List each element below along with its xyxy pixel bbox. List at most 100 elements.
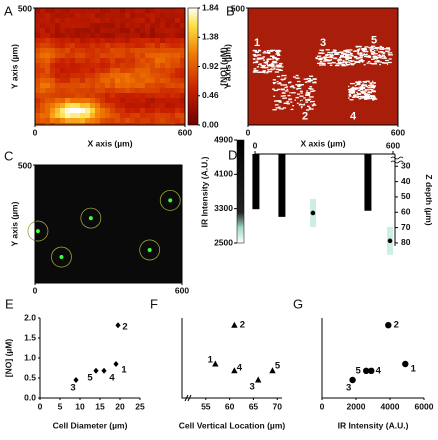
heatmap-cell <box>165 78 170 83</box>
heatmap-cell <box>135 18 140 23</box>
cell-pixel <box>351 91 355 93</box>
heatmap-cell <box>120 8 125 13</box>
heatmap-cell <box>160 98 165 103</box>
cell-pixel <box>305 109 310 111</box>
heatmap-cell <box>160 68 165 73</box>
cell-pixel <box>272 56 277 59</box>
cell-pixel <box>323 56 328 58</box>
plot-frame <box>34 7 186 126</box>
heatmap-cell <box>170 18 175 23</box>
heatmap-cell <box>110 88 115 93</box>
heatmap-cell <box>175 103 180 108</box>
cell-pixel <box>378 53 381 56</box>
cell-pixel <box>306 78 311 80</box>
heatmap-cell <box>180 73 185 78</box>
heatmap-cell <box>90 88 95 93</box>
cell-pixel <box>370 96 373 98</box>
heatmap-cell <box>135 8 140 13</box>
heatmap-cell <box>115 18 120 23</box>
cell-pixel <box>255 60 259 62</box>
heatmap-cell <box>145 93 150 98</box>
heatmap-cell <box>60 108 65 113</box>
heatmap-cell <box>65 38 70 43</box>
cell-pixel <box>348 61 351 64</box>
heatmap-cell <box>110 63 115 68</box>
cell-pixel <box>361 88 363 90</box>
heatmap-cell <box>165 63 170 68</box>
cell-pixel <box>320 52 325 54</box>
heatmap-cell <box>115 23 120 28</box>
cell-pixel <box>361 49 366 52</box>
heatmap-cell <box>55 78 60 83</box>
heatmap-cell <box>150 118 155 123</box>
heatmap-cell <box>145 18 150 23</box>
heatmap-cell <box>115 53 120 58</box>
heatmap-cell <box>80 23 85 28</box>
colorbar-label: [NO] (µM) <box>218 47 228 86</box>
heatmap-cell <box>145 13 150 18</box>
heatmap-cell <box>170 13 175 18</box>
heatmap-cell <box>155 43 160 48</box>
cell-pixel <box>318 64 323 66</box>
cell-pixel <box>299 90 303 93</box>
heatmap-cell <box>100 118 105 123</box>
point-label: 3 <box>70 383 75 394</box>
heatmap-cell <box>55 43 60 48</box>
cell-spot <box>168 198 173 203</box>
heatmap-cell <box>60 73 65 78</box>
heatmap-cell <box>155 83 160 88</box>
heatmap-cell <box>105 48 110 53</box>
cell-pixel <box>278 49 280 52</box>
heatmap-cell <box>130 23 135 28</box>
cell-pixel <box>259 58 263 60</box>
cell-label: 4 <box>350 111 357 123</box>
cell-pixel <box>369 48 374 50</box>
heatmap-cell <box>145 68 150 73</box>
heatmap-cell <box>145 28 150 33</box>
heatmap-cell <box>160 53 165 58</box>
heatmap-cell <box>145 58 150 63</box>
heatmap-cell <box>165 13 170 18</box>
cell-pixel <box>329 52 334 54</box>
cell-pixel <box>328 56 331 58</box>
heatmap-cell <box>105 103 110 108</box>
cell-pixel <box>282 107 287 109</box>
cell-pixel <box>358 60 364 62</box>
heatmap-cell <box>85 73 90 78</box>
cell-pixel <box>345 61 349 63</box>
heatmap-cell <box>155 68 160 73</box>
cell-pixel <box>334 52 339 54</box>
cell-pixel <box>280 89 285 91</box>
heatmap-cell <box>50 83 55 88</box>
cell-pixel <box>348 95 352 97</box>
heatmap-cell <box>115 73 120 78</box>
cell-pixel <box>301 104 305 106</box>
heatmap-cell <box>170 118 175 123</box>
heatmap-cell <box>65 73 70 78</box>
heatmap-cell <box>125 108 130 113</box>
heatmap-cell <box>60 53 65 58</box>
x-tick-label: 55 <box>201 401 211 411</box>
heatmap-cell <box>55 83 60 88</box>
heatmap-cell <box>175 88 180 93</box>
heatmap-cell <box>175 108 180 113</box>
heatmap-cell <box>105 33 110 38</box>
cell-pixel <box>270 67 272 70</box>
cell-pixel <box>337 59 343 61</box>
cell-pixel <box>277 64 283 66</box>
y2-tick-label: 60 <box>401 207 411 217</box>
heatmap-cell <box>50 28 55 33</box>
heatmap-cell <box>60 43 65 48</box>
heatmap-cell <box>135 93 140 98</box>
heatmap-cell <box>115 58 120 63</box>
point-label: 3 <box>346 383 351 394</box>
heatmap-cell <box>50 108 55 113</box>
heatmap-cell <box>45 118 50 123</box>
x-tick-label: 0 <box>320 401 325 411</box>
heatmap-cell <box>155 23 160 28</box>
heatmap-cell <box>80 78 85 83</box>
cell-pixel <box>354 87 357 89</box>
heatmap-cell <box>90 43 95 48</box>
point-label: 1 <box>411 364 417 375</box>
heatmap-cell <box>175 58 180 63</box>
